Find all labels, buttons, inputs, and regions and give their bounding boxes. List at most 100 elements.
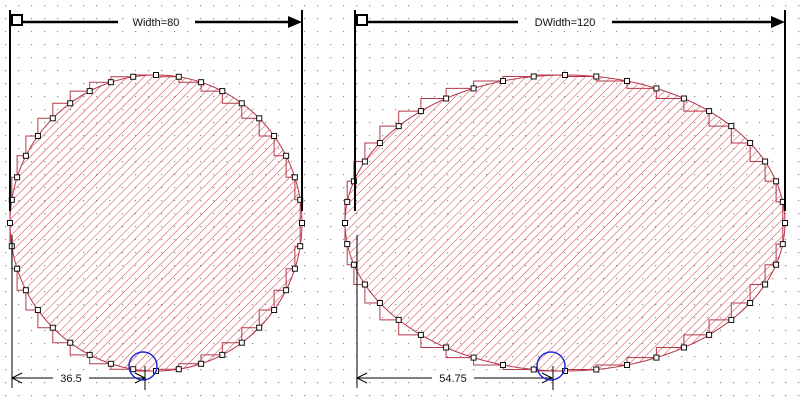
left-vertex-handle[interactable] xyxy=(175,73,182,80)
left-vertex-handle[interactable] xyxy=(198,360,205,367)
right-vertex-handle[interactable] xyxy=(376,300,383,306)
left-vertex-handle[interactable] xyxy=(14,265,21,272)
right-vertex-handle[interactable] xyxy=(593,366,600,373)
right-stepped-outline[interactable] xyxy=(344,74,785,372)
left-width-dimension[interactable]: Width=80 xyxy=(9,10,303,211)
left-offset-arrowhead-left xyxy=(10,372,23,384)
left-vertex-handle[interactable] xyxy=(256,324,263,331)
right-vertex-handle[interactable] xyxy=(500,78,506,84)
left-vertex-group xyxy=(7,72,305,374)
right-vertex-handle[interactable] xyxy=(773,178,780,185)
left-vertex-handle[interactable] xyxy=(34,307,41,313)
left-vertex-handle[interactable] xyxy=(153,72,159,78)
right-vertex-handle[interactable] xyxy=(443,95,450,102)
right-panel: DWidth=120 54.75 xyxy=(342,10,788,390)
left-vertex-handle[interactable] xyxy=(175,366,182,373)
left-vertex-handle[interactable] xyxy=(67,100,74,107)
right-vertex-handle[interactable] xyxy=(530,73,537,80)
left-vertex-handle[interactable] xyxy=(22,152,29,159)
left-vertex-handle[interactable] xyxy=(130,73,137,80)
left-width-anchor-handle[interactable] xyxy=(11,14,23,26)
right-vertex-handle[interactable] xyxy=(653,354,660,361)
left-vertex-handle[interactable] xyxy=(271,307,278,313)
left-vertex-handle[interactable] xyxy=(22,287,29,294)
left-offset-label[interactable]: 36.5 xyxy=(60,373,81,385)
left-vertex-handle[interactable] xyxy=(86,351,93,358)
right-vertex-handle[interactable] xyxy=(500,362,506,368)
right-vertex-handle[interactable] xyxy=(624,362,630,368)
right-vertex-handle[interactable] xyxy=(361,281,368,288)
right-vertex-handle[interactable] xyxy=(417,331,424,338)
right-offset-label[interactable]: 54.75 xyxy=(439,373,467,385)
right-vertex-handle[interactable] xyxy=(350,178,357,185)
left-vertex-handle[interactable] xyxy=(219,351,226,358)
right-vertex-handle[interactable] xyxy=(395,123,402,130)
left-vertex-handle[interactable] xyxy=(238,100,245,107)
left-vertex-handle[interactable] xyxy=(297,243,304,250)
right-vertex-handle[interactable] xyxy=(728,123,735,130)
right-vertex-handle[interactable] xyxy=(680,344,687,351)
right-vertex-handle[interactable] xyxy=(342,220,348,226)
right-vertex-handle[interactable] xyxy=(762,281,769,288)
right-vertex-handle[interactable] xyxy=(395,316,402,323)
left-width-label[interactable]: Width=80 xyxy=(133,17,180,29)
right-vertex-handle[interactable] xyxy=(344,198,351,205)
right-vertex-handle[interactable] xyxy=(361,158,368,165)
right-width-anchor-handle[interactable] xyxy=(356,14,368,26)
right-vertex-handle[interactable] xyxy=(706,331,713,338)
right-ellipse-hatch-fill[interactable] xyxy=(345,75,785,371)
right-vertex-handle[interactable] xyxy=(747,300,754,306)
left-vertex-handle[interactable] xyxy=(283,152,290,159)
left-stepped-outline[interactable] xyxy=(9,74,302,372)
left-vertex-handle[interactable] xyxy=(291,174,298,181)
right-vertex-handle[interactable] xyxy=(376,140,383,146)
right-vertex-handle[interactable] xyxy=(653,85,660,92)
left-offset-label-bg xyxy=(53,371,89,385)
left-vertex-handle[interactable] xyxy=(86,88,93,95)
left-vertex-handle[interactable] xyxy=(14,174,21,181)
left-vertex-handle[interactable] xyxy=(271,133,278,139)
right-width-dimension[interactable]: DWidth=120 xyxy=(354,10,786,211)
right-vertex-handle[interactable] xyxy=(773,261,780,268)
left-vertex-handle[interactable] xyxy=(238,339,245,346)
left-vertex-handle[interactable] xyxy=(130,366,137,373)
left-vertex-handle[interactable] xyxy=(299,220,305,226)
right-vertex-handle[interactable] xyxy=(417,108,424,115)
left-vertex-handle[interactable] xyxy=(256,115,263,122)
right-vertex-handle[interactable] xyxy=(470,85,477,92)
left-vertex-handle[interactable] xyxy=(107,79,114,86)
left-vertex-handle[interactable] xyxy=(291,265,298,272)
right-vertex-handle[interactable] xyxy=(762,158,769,165)
left-circle-hatch-fill[interactable] xyxy=(10,75,302,371)
left-vertex-handle[interactable] xyxy=(49,324,56,331)
left-vertex-handle[interactable] xyxy=(49,115,56,122)
right-width-label[interactable]: DWidth=120 xyxy=(535,17,596,29)
left-vertex-handle[interactable] xyxy=(107,360,114,367)
right-vertex-handle[interactable] xyxy=(706,108,713,115)
right-vertex-handle[interactable] xyxy=(728,316,735,323)
right-vertex-handle[interactable] xyxy=(530,366,537,373)
left-vertex-handle[interactable] xyxy=(67,339,74,346)
left-vertex-handle[interactable] xyxy=(283,287,290,294)
left-vertex-handle[interactable] xyxy=(219,88,226,95)
right-selected-point-highlight[interactable] xyxy=(536,351,566,381)
left-selected-point-highlight[interactable] xyxy=(128,351,158,381)
right-vertex-handle[interactable] xyxy=(680,95,687,102)
right-vertex-handle[interactable] xyxy=(593,73,600,80)
left-vertex-handle[interactable] xyxy=(7,220,13,226)
right-vertex-handle[interactable] xyxy=(350,261,357,268)
right-vertex-handle[interactable] xyxy=(747,140,754,146)
left-vertex-handle[interactable] xyxy=(34,133,41,139)
right-offset-dimension[interactable]: 54.75 xyxy=(355,235,566,390)
right-vertex-handle[interactable] xyxy=(562,72,568,78)
right-vertex-handle[interactable] xyxy=(470,354,477,361)
left-offset-dimension[interactable]: 36.5 xyxy=(10,235,158,390)
left-vertex-handle[interactable] xyxy=(198,79,205,86)
right-offset-arrowhead-left xyxy=(355,372,368,384)
right-vertex-handle[interactable] xyxy=(624,78,630,84)
right-vertex-handle[interactable] xyxy=(344,241,351,248)
right-vertex-handle[interactable] xyxy=(779,241,786,248)
right-vertex-handle[interactable] xyxy=(782,220,788,226)
right-vertex-handle[interactable] xyxy=(443,344,450,351)
